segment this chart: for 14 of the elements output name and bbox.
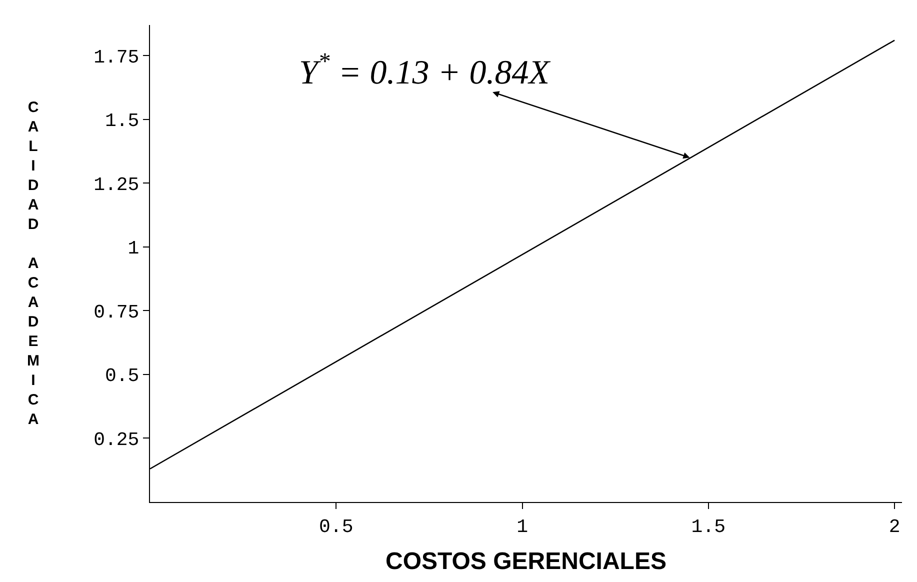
y-tick-label: 0.5: [104, 365, 140, 388]
text: CALIDAD ACADEMICA: [27, 99, 40, 428]
x-tick-label: 1.5: [691, 516, 726, 538]
y-tick-label: 0.25: [94, 428, 140, 451]
y-tick-label: 1.25: [94, 174, 140, 196]
x-axis-title: COSTOS GERENCIALES: [386, 548, 666, 576]
x-tick-label: 2: [888, 516, 900, 538]
y-tick-label: 1.5: [104, 110, 140, 132]
x-tick-label: 0.5: [319, 516, 354, 538]
y-tick-label: 0.75: [94, 301, 140, 324]
x-tick-label: 1: [516, 516, 528, 538]
y-tick-label: 1: [128, 238, 140, 260]
y-tick-label: 1.75: [94, 46, 140, 68]
annotation: Y$^{*}$ = 0.13 + 0.84X: [299, 49, 551, 92]
